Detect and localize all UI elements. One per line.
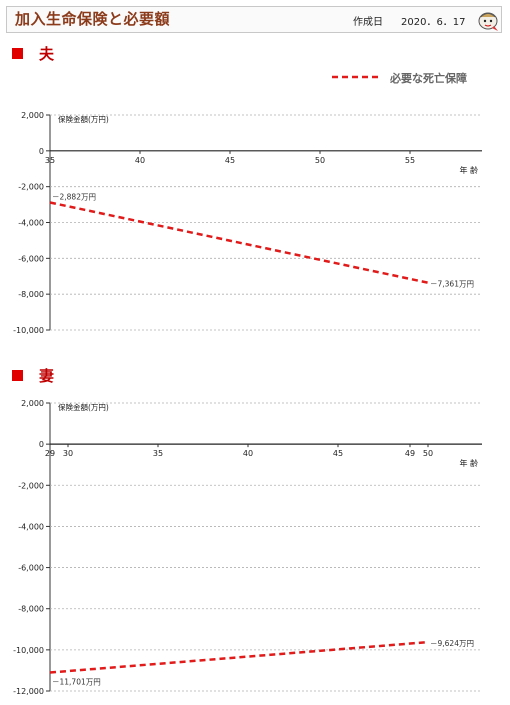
y-tick-label: -4,000 [18, 219, 44, 228]
y-tick-label: -4,000 [18, 522, 44, 531]
series-end-value-label: －9,624万円 [430, 639, 474, 648]
x-tick-label: 55 [405, 156, 415, 165]
y-tick-label: -8,000 [18, 605, 44, 614]
wife-chart: 2,000 0 -2,000 -4,000 -6,000 -8,000 -10,000 -12… [13, 399, 482, 696]
y-axis-title: 保険金額(万円) [58, 114, 109, 124]
y-tick-label: -6,000 [18, 254, 44, 263]
series-line-required-death-benefit [49, 201, 429, 284]
report-header: 加入生命保険と必要額 作成日 2020．6．17 [6, 6, 502, 33]
section-marker-icon [12, 370, 23, 381]
legend-dashed-line-icon [332, 75, 380, 79]
x-tick-label: 50 [423, 449, 433, 458]
section-wife-label: 妻 [39, 367, 55, 385]
y-tick-label: -6,000 [18, 564, 44, 573]
x-tick-label: 40 [243, 449, 253, 458]
series-line-required-death-benefit [49, 640, 429, 674]
series-start-value-label: －2,882万円 [52, 192, 96, 201]
y-tick-label: 2,000 [21, 111, 44, 120]
y-tick-label: -10,000 [13, 326, 44, 335]
series-end-value-label: －7,361万円 [430, 280, 474, 289]
legend-label: 必要な死亡保障 [390, 72, 467, 85]
y-tick-label: 0 [39, 147, 44, 156]
x-tick-label: 35 [45, 156, 55, 165]
x-tick-label: 49 [405, 449, 415, 458]
series-start-value-label: －11,701万円 [52, 678, 101, 687]
x-tick-label: 30 [63, 449, 73, 458]
y-tick-label: 2,000 [21, 399, 44, 408]
y-tick-label: -8,000 [18, 290, 44, 299]
x-tick-label: 45 [333, 449, 343, 458]
creation-date-value: 2020．6．17 [401, 17, 466, 28]
x-tick-label: 45 [225, 156, 235, 165]
y-tick-label: -12,000 [13, 687, 44, 696]
y-tick-label: 0 [39, 440, 44, 449]
mascot-character-icon [475, 8, 501, 36]
husband-chart: 2,000 0 -2,000 -4,000 -6,000 -8,000 -10,000 保険金… [13, 111, 482, 335]
x-tick-label: 50 [315, 156, 325, 165]
y-tick-label: -10,000 [13, 646, 44, 655]
section-husband-label: 夫 [39, 45, 55, 63]
page-title: 加入生命保険と必要額 [15, 10, 171, 28]
x-tick-label: 29 [45, 449, 55, 458]
x-tick-label: 40 [135, 156, 145, 165]
x-axis-title: 年 齢 [459, 458, 478, 468]
x-tick-label: 35 [153, 449, 163, 458]
creation-date-label: 作成日 [353, 17, 383, 28]
x-axis-title: 年 齢 [459, 165, 478, 175]
y-axis-title: 保険金額(万円) [58, 402, 109, 412]
y-tick-label: -2,000 [18, 481, 44, 490]
y-tick-label: -2,000 [18, 183, 44, 192]
section-marker-icon [12, 48, 23, 59]
